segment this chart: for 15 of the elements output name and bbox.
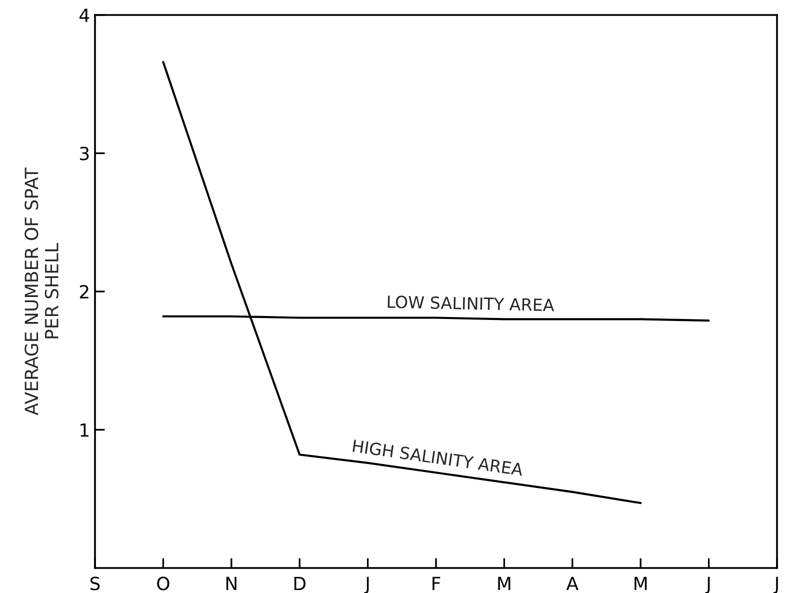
- y-tick-label: 1: [80, 423, 88, 437]
- x-tick-label: M: [634, 576, 647, 590]
- x-tick-label: N: [226, 576, 236, 590]
- x-tick-label: F: [432, 576, 440, 590]
- y-tick-label: 2: [80, 284, 88, 298]
- series-label: LOW SALINITY AREA: [388, 295, 554, 312]
- y-tick-label: 3: [80, 146, 89, 160]
- x-tick-label: S: [90, 576, 100, 590]
- x-tick-label: O: [157, 576, 170, 590]
- x-tick-label: M: [498, 576, 510, 590]
- x-tick-label: A: [566, 576, 578, 590]
- y-tick-label: 4: [80, 8, 90, 22]
- text: HIGH SALINITY AREA: [352, 439, 524, 476]
- x-tick-label: D: [294, 576, 306, 590]
- y-axis-title: AVERAGE NUMBER OF SPAT PER SHELL: [24, 168, 58, 416]
